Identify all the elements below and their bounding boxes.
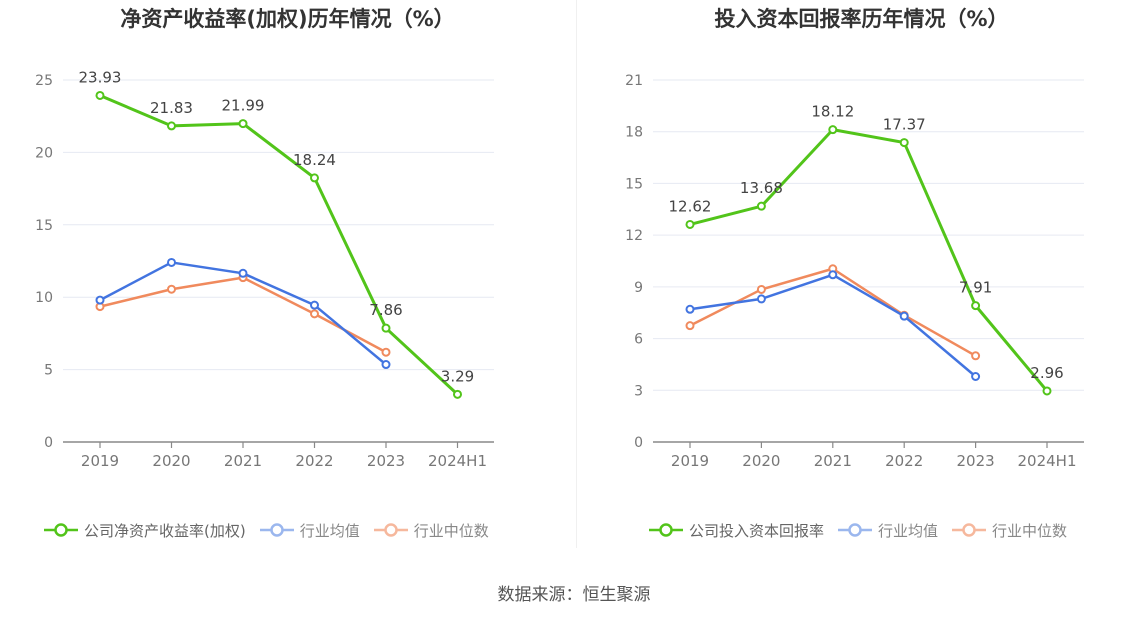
legend-label: 公司净资产收益率(加权) <box>84 521 246 540</box>
data-label: 7.86 <box>369 301 402 319</box>
x-tick-label: 2024H1 <box>1018 452 1077 470</box>
data-point <box>310 309 319 319</box>
data-point <box>238 268 248 278</box>
legend-marker-green-icon <box>44 523 78 537</box>
x-tick-label: 2023 <box>367 452 405 470</box>
data-point <box>167 257 176 267</box>
data-label: 17.37 <box>883 116 926 134</box>
x-tick-label: 2023 <box>957 452 995 470</box>
data-point <box>899 311 909 321</box>
data-point <box>381 360 391 370</box>
legend-roic: 公司投入资本回报率 行业均值 行业中位数 <box>649 518 1067 542</box>
data-point <box>453 389 462 399</box>
series-line <box>689 128 1049 392</box>
data-point <box>756 284 766 294</box>
series-line <box>689 273 977 378</box>
data-point <box>685 219 695 229</box>
y-tick-label: 12 <box>625 228 643 244</box>
data-label: 12.62 <box>669 197 712 215</box>
data-point <box>971 371 981 381</box>
data-label: 21.99 <box>222 97 265 115</box>
data-point <box>238 119 248 129</box>
y-tick-label: 15 <box>625 176 643 192</box>
data-point <box>95 295 105 305</box>
data-point <box>167 284 176 294</box>
data-point <box>971 351 981 361</box>
x-tick-label: 2021 <box>814 452 852 470</box>
data-label: 23.93 <box>79 68 122 86</box>
x-tick-label: 2024H1 <box>428 452 487 470</box>
y-tick-label: 5 <box>44 363 53 379</box>
data-label: 2.96 <box>1030 364 1063 382</box>
y-tick-label: 6 <box>634 332 643 348</box>
data-label: 3.29 <box>441 367 474 385</box>
y-tick-label: 0 <box>44 435 53 451</box>
data-point <box>381 323 391 333</box>
chart-title-roic: 投入资本回报率历年情况（%） <box>714 7 1009 31</box>
legend-item-industry-mean[interactable]: 行业均值 <box>838 520 938 541</box>
series-line <box>99 276 387 354</box>
y-tick-label: 3 <box>634 383 643 399</box>
data-label: 13.68 <box>740 179 783 197</box>
data-point <box>310 173 319 183</box>
legend-marker-green-icon <box>649 523 683 537</box>
data-source-note: 数据来源：恒生聚源 <box>497 585 651 605</box>
chart-divider <box>576 0 577 548</box>
legend-marker-blue-icon <box>838 523 873 537</box>
y-tick-label: 18 <box>625 125 643 141</box>
data-point <box>756 294 766 304</box>
data-point <box>1042 386 1052 396</box>
data-point <box>828 125 838 135</box>
legend-label: 行业均值 <box>878 521 939 540</box>
y-tick-label: 15 <box>35 218 53 234</box>
x-tick-label: 2020 <box>152 452 190 470</box>
x-tick-label: 2019 <box>671 452 709 470</box>
series-line <box>99 94 459 396</box>
legend-roe: 公司净资产收益率(加权) 行业均值 行业中位数 <box>44 518 489 542</box>
y-tick-label: 9 <box>634 280 643 296</box>
legend-item-company-roe[interactable]: 公司净资产收益率(加权) <box>44 520 246 541</box>
data-point <box>381 347 391 357</box>
x-tick-label: 2022 <box>295 452 333 470</box>
x-tick-label: 2021 <box>224 452 262 470</box>
legend-label: 行业中位数 <box>992 521 1068 540</box>
y-tick-label: 25 <box>35 73 53 89</box>
data-point <box>971 301 981 311</box>
chart-roic: 0 3 6 9 12 15 18 21 2019 2020 2021 2022 2023 2024H1 12… <box>625 73 1084 470</box>
data-point <box>685 304 695 314</box>
data-point <box>899 138 909 148</box>
chart-roe: 0 5 10 15 20 25 2019 2020 2021 2022 2023 2024H1 23.9… <box>35 68 494 470</box>
x-tick-label: 2022 <box>885 452 923 470</box>
data-point <box>685 321 695 331</box>
legend-item-industry-mean[interactable]: 行业均值 <box>259 520 360 541</box>
data-label: 7.91 <box>959 279 992 297</box>
data-label: 21.83 <box>150 99 193 117</box>
legend-marker-blue-icon <box>259 523 294 537</box>
y-tick-label: 21 <box>625 73 643 89</box>
data-label: 18.12 <box>811 103 854 121</box>
series-line <box>689 267 977 357</box>
x-tick-label: 2019 <box>81 452 119 470</box>
y-tick-label: 20 <box>35 145 53 161</box>
legend-item-company-roic[interactable]: 公司投入资本回报率 <box>649 520 824 541</box>
x-tick-label: 2020 <box>742 452 780 470</box>
data-label: 18.24 <box>293 151 336 169</box>
data-point <box>828 270 838 280</box>
legend-item-industry-median[interactable]: 行业中位数 <box>952 520 1067 541</box>
legend-marker-orange-icon <box>373 523 408 537</box>
data-point <box>95 90 105 100</box>
legend-item-industry-median[interactable]: 行业中位数 <box>373 520 489 541</box>
legend-label: 行业中位数 <box>413 521 489 540</box>
legend-label: 公司投入资本回报率 <box>689 521 825 540</box>
y-tick-label: 10 <box>35 290 53 306</box>
data-point <box>167 121 176 131</box>
data-point <box>756 201 766 211</box>
chart-title-roe: 净资产收益率(加权)历年情况（%） <box>120 7 455 31</box>
y-tick-label: 0 <box>634 435 643 451</box>
legend-label: 行业均值 <box>299 521 360 540</box>
legend-marker-orange-icon <box>952 523 987 537</box>
data-point <box>310 300 319 310</box>
